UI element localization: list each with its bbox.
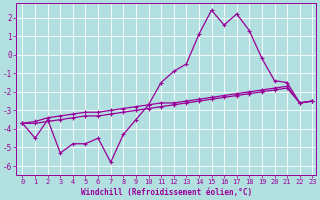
X-axis label: Windchill (Refroidissement éolien,°C): Windchill (Refroidissement éolien,°C) (81, 188, 252, 197)
